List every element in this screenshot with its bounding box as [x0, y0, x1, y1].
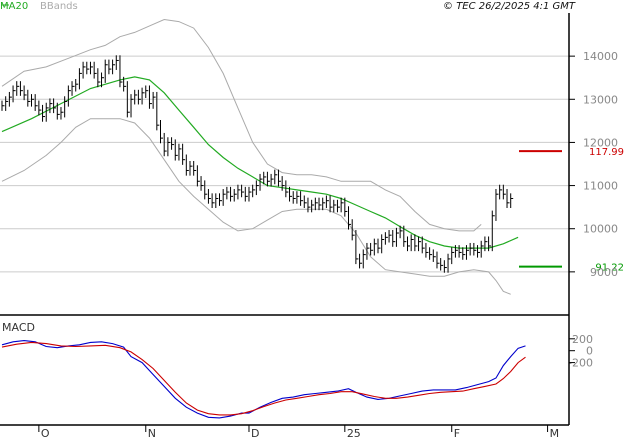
x-tick-label: F: [454, 427, 460, 440]
bb-upper-line: [1, 18, 482, 232]
x-axis: O N D 25 F M: [38, 425, 560, 440]
signal-line: [1, 341, 526, 416]
price-y-tick-label: 14000: [583, 50, 618, 63]
bollinger-bands: [1, 18, 511, 295]
macd-y-tick-label: -200: [568, 357, 593, 370]
price-y-tick-label: 13000: [583, 93, 618, 106]
x-tick-label: 25: [347, 427, 361, 440]
price-y-tick-label: 12000: [583, 136, 618, 149]
x-tick-label: O: [41, 427, 50, 440]
macd-lines: [1, 340, 526, 419]
x-tick-label: N: [148, 427, 156, 440]
price-y-tick-label: 9000: [590, 266, 618, 279]
bb-lower-line: [1, 118, 511, 295]
x-tick-label: M: [550, 427, 560, 440]
legend-ma20: MA20: [0, 1, 28, 12]
x-tick-label: D: [251, 427, 259, 440]
macd-panel: MACD 2000-200: [1, 321, 593, 419]
price-markers: 117.99 91.22: [519, 147, 624, 274]
ma20-layer: [1, 76, 519, 249]
macd-y-tick-label: 0: [586, 345, 593, 358]
legend: MA20 BBands: [0, 1, 78, 12]
resistance-label: 117.99: [589, 147, 624, 158]
price-y-axis: 9000 10000 11000 12000 13000 14000: [569, 50, 618, 279]
copyright: © TEC 26/2/2025 4:1 GMT: [443, 1, 576, 12]
support-label: 91.22: [595, 263, 624, 274]
price-y-tick-label: 10000: [583, 223, 618, 236]
macd-y-tick-label: 200: [572, 333, 593, 346]
ma20-line: [1, 76, 519, 249]
macd-line: [1, 340, 526, 419]
price-grid: [0, 55, 569, 273]
macd-y-axis: 2000-200: [568, 333, 593, 370]
price-panel: 117.99 91.22 9000 10000 11000 12000 13000 1400…: [0, 18, 624, 295]
price-y-tick-label: 11000: [583, 180, 618, 193]
frames: [0, 13, 570, 426]
price-bars: [1, 55, 514, 273]
legend-bbands: BBands: [40, 1, 78, 12]
macd-title: MACD: [2, 321, 35, 334]
